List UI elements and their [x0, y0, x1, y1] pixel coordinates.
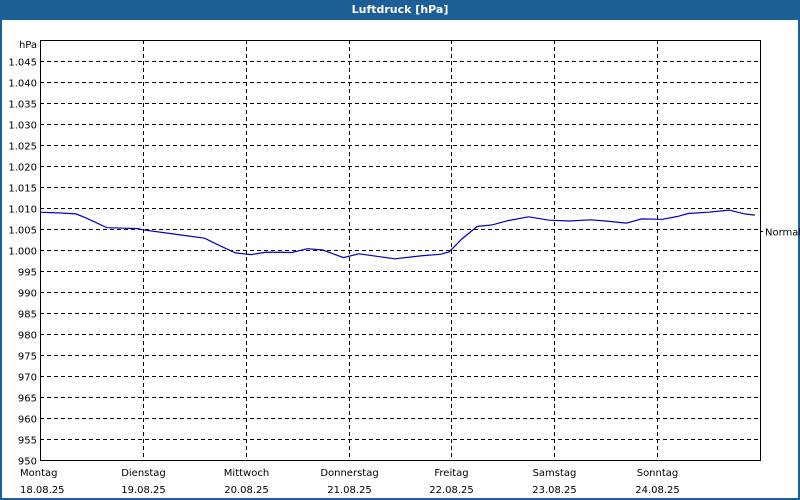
y-tick-label: 1.000 [8, 247, 37, 258]
y-tick-label: 1.025 [8, 142, 37, 153]
y-tick-label: 960 [18, 415, 37, 426]
pressure-line [39, 209, 755, 260]
y-tick-label: 995 [18, 268, 37, 279]
y-tick-label: 1.005 [8, 226, 37, 237]
x-day-label: Mittwoch [224, 468, 269, 479]
y-tick-label: 1.045 [8, 58, 37, 69]
y-tick-label: 1.015 [8, 184, 37, 195]
chart-title: Luftdruck [hPa] [0, 0, 800, 20]
normal-label: Normal [765, 228, 800, 239]
plot-area-border [40, 40, 761, 461]
x-day-label: Sonntag [637, 468, 679, 479]
y-tick-label: 965 [18, 394, 37, 405]
y-tick-label: 975 [18, 352, 37, 363]
y-axis-unit: hPa [19, 40, 37, 51]
y-tick-label: 1.030 [8, 121, 37, 132]
y-tick-label: 990 [18, 289, 37, 300]
y-tick-label: 1.040 [8, 79, 37, 90]
y-tick-label: 980 [18, 331, 37, 342]
y-tick-label: 985 [18, 310, 37, 321]
x-day-label: Montag [20, 468, 57, 479]
y-tick-label: 970 [18, 373, 37, 384]
x-date-label: 23.08.25 [532, 485, 577, 496]
x-date-label: 22.08.25 [429, 485, 474, 496]
x-date-label: 19.08.25 [121, 485, 166, 496]
x-day-label: Samstag [533, 468, 577, 479]
y-tick-label: 1.020 [8, 163, 37, 174]
x-day-label: Donnerstag [320, 468, 378, 479]
y-tick-label: 1.010 [8, 205, 37, 216]
y-tick-label: 1.035 [8, 100, 37, 111]
x-date-label: 24.08.25 [635, 485, 680, 496]
x-date-label: 20.08.25 [224, 485, 269, 496]
y-tick-label: 950 [18, 457, 37, 468]
x-day-label: Freitag [434, 468, 468, 479]
x-date-label: 18.08.25 [20, 485, 65, 496]
x-day-label: Dienstag [121, 468, 166, 479]
x-date-label: 21.08.25 [327, 485, 372, 496]
y-tick-label: 955 [18, 436, 37, 447]
